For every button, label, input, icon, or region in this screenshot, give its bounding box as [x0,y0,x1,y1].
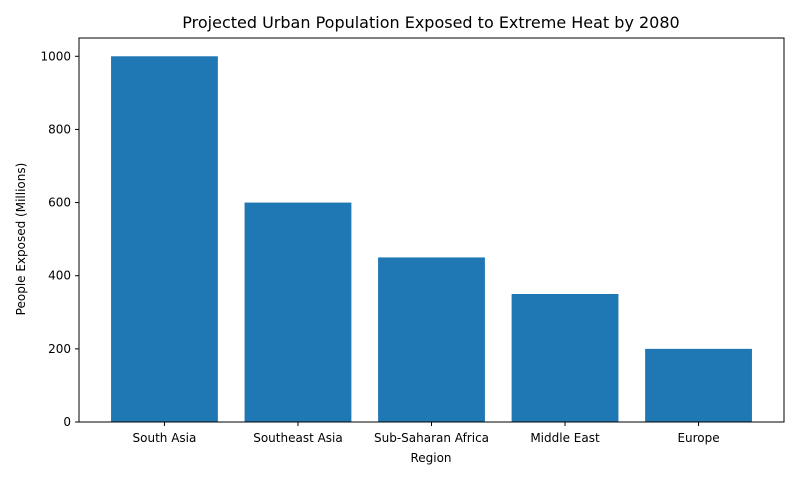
y-tick-label: 1000 [40,49,71,63]
plot-frame [78,37,785,423]
x-axis-label: Region [410,451,451,465]
x-tick-label: Europe [677,431,719,445]
x-tick-label: South Asia [133,431,197,445]
y-axis-label: People Exposed (Millions) [14,163,28,316]
bar-south-asia [111,56,218,423]
bars-group [111,56,752,423]
bar-europe [645,348,752,422]
x-tick-label: Southeast Asia [253,431,343,445]
bar-southeast-asia [244,202,352,422]
y-tick-label: 600 [48,196,71,210]
y-tick-label: 0 [63,415,71,429]
bar-middle-east [511,294,619,422]
chart-title: Projected Urban Population Exposed to Ex… [182,13,679,32]
x-tick-label: Sub-Saharan Africa [374,431,489,445]
y-tick-label: 200 [48,342,71,356]
y-tick-label: 400 [48,269,71,283]
x-ticks-group: South Asia Southeast Asia Sub-Saharan Afri… [133,422,720,445]
bar-sub-saharan-africa [378,257,485,422]
y-ticks-group: 0 200 400 600 800 1000 [40,49,79,429]
x-tick-label: Middle East [530,431,600,445]
y-tick-label: 800 [48,122,71,136]
